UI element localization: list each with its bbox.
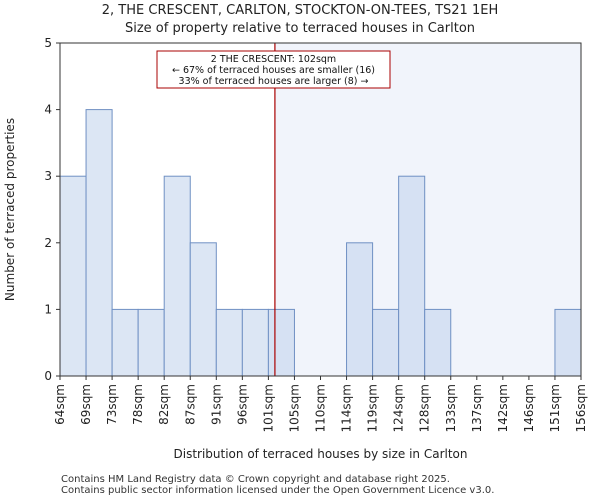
annotation-line-2: ← 67% of terraced houses are smaller (16…: [172, 65, 375, 76]
x-tick-label: 110sqm: [314, 384, 328, 432]
chart-subtitle: Size of property relative to terraced ho…: [124, 21, 476, 36]
histogram-bar: [241, 308, 269, 377]
y-tick-label: 3: [44, 169, 52, 183]
x-tick-label: 146sqm: [522, 384, 536, 432]
y-tick-label: 0: [44, 369, 52, 383]
x-tick-label: 119sqm: [366, 384, 380, 432]
histogram-bar: [554, 308, 582, 377]
x-tick-label: 105sqm: [287, 384, 301, 432]
x-tick-label: 96sqm: [235, 384, 249, 425]
x-tick-label: 64sqm: [53, 384, 67, 425]
x-tick-label: 73sqm: [105, 384, 119, 425]
x-tick-label: 114sqm: [340, 384, 354, 432]
x-tick-label: 133sqm: [444, 384, 458, 432]
histogram-bar: [59, 175, 87, 377]
y-axis-label: Number of terraced properties: [3, 118, 17, 301]
histogram-chart: 0 1 2 3 4 5 64sqm 69sqm 73sqm 78sqm 82sqm 87sqm 91sq…: [3, 36, 588, 461]
histogram-bar: [267, 308, 295, 377]
histogram-bar: [424, 308, 452, 377]
histogram-bar: [398, 175, 426, 377]
x-tick-label: 78sqm: [131, 384, 145, 425]
y-tick-label: 5: [44, 36, 52, 50]
footer-attribution-2: Contains public sector information licen…: [61, 485, 495, 496]
x-tick-label: 124sqm: [392, 384, 406, 432]
x-tick-label: 156sqm: [574, 384, 588, 432]
x-tick-label: 151sqm: [548, 384, 562, 432]
x-axis-label: Distribution of terraced houses by size …: [174, 447, 468, 461]
chart-title: 2, THE CRESCENT, CARLTON, STOCKTON-ON-TE…: [101, 3, 499, 18]
histogram-bar: [346, 242, 374, 377]
histogram-bar: [189, 242, 217, 377]
histogram-bar: [163, 175, 191, 377]
annotation-line-3: 33% of terraced houses are larger (8) →: [179, 76, 369, 87]
histogram-bar: [215, 308, 243, 377]
annotation-line-1: 2 THE CRESCENT: 102sqm: [211, 54, 336, 65]
y-tick-label: 2: [44, 236, 52, 250]
x-tick-label: 142sqm: [496, 384, 510, 432]
histogram-bar: [111, 308, 139, 377]
histogram-bar: [85, 109, 113, 377]
histogram-bar: [137, 308, 165, 377]
footer-attribution-1: Contains HM Land Registry data © Crown c…: [61, 474, 450, 485]
histogram-bar: [372, 308, 400, 377]
x-tick-label: 137sqm: [470, 384, 484, 432]
x-tick-label: 87sqm: [183, 384, 197, 425]
annotation-box: [156, 50, 391, 89]
x-tick-label: 128sqm: [418, 384, 432, 432]
x-tick-label: 91sqm: [209, 384, 223, 425]
x-tick-label: 82sqm: [157, 384, 171, 425]
y-tick-label: 1: [44, 302, 52, 316]
x-tick-label: 69sqm: [79, 384, 93, 425]
y-tick-label: 4: [44, 103, 52, 117]
x-tick-label: 101sqm: [261, 384, 275, 432]
